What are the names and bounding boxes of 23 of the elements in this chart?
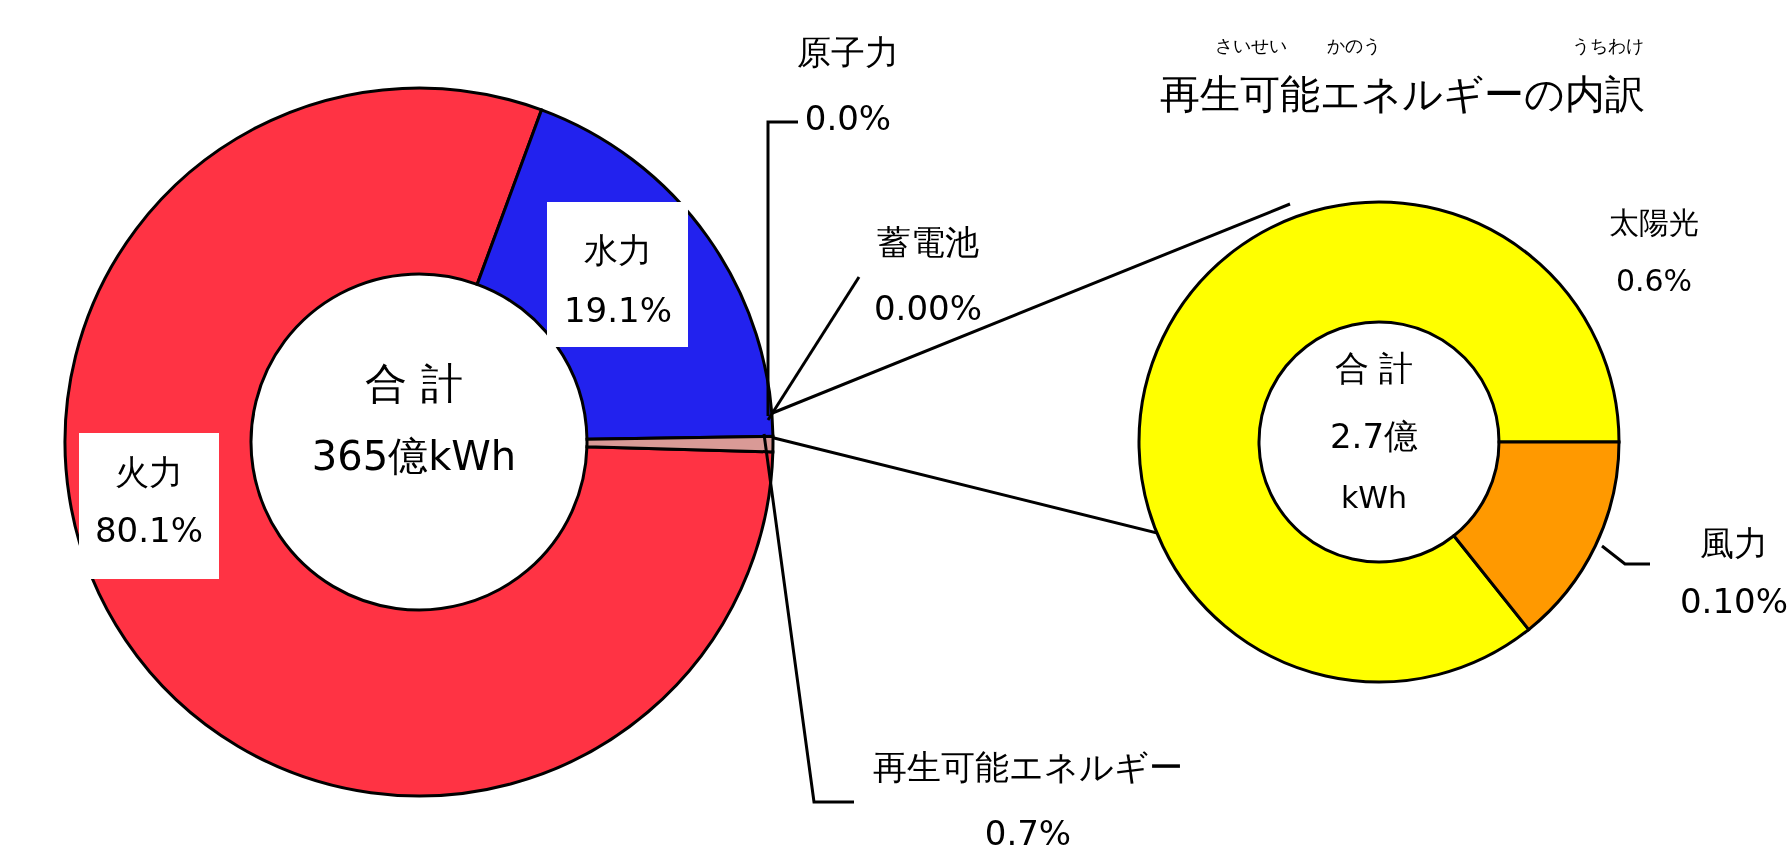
slice-label: 水力 xyxy=(584,229,652,270)
data-label: 19.1% xyxy=(563,289,673,330)
text: うちわけ xyxy=(1572,35,1644,56)
text: 0.0% xyxy=(804,97,892,138)
text: kWh xyxy=(1340,480,1408,515)
data-label: 0.7% xyxy=(984,812,1072,847)
data-label: 80.1% xyxy=(94,509,204,550)
text: 合 計 xyxy=(365,359,463,408)
slice-label: 火力 xyxy=(115,451,183,492)
text: 0.00% xyxy=(873,287,983,328)
text: 合 計 xyxy=(1334,348,1414,388)
slice-label: 風力 xyxy=(1700,522,1768,563)
data-label: 0.10% xyxy=(1679,580,1789,621)
text: 365億kWh xyxy=(311,433,517,479)
category-label: 蓄電池 xyxy=(877,221,979,262)
text: 2.7億 xyxy=(1329,416,1419,456)
slice-label: 再生可能エネルギー xyxy=(873,746,1183,787)
slice-label: 太陽光 xyxy=(1609,205,1699,240)
text: さいせい xyxy=(1215,35,1287,56)
text: かのう xyxy=(1327,35,1381,56)
chart-title: 再生可能エネルギーの内訳 xyxy=(1159,71,1645,117)
category-label: 原子力 xyxy=(797,31,899,72)
data-label: 0.6% xyxy=(1615,263,1693,298)
